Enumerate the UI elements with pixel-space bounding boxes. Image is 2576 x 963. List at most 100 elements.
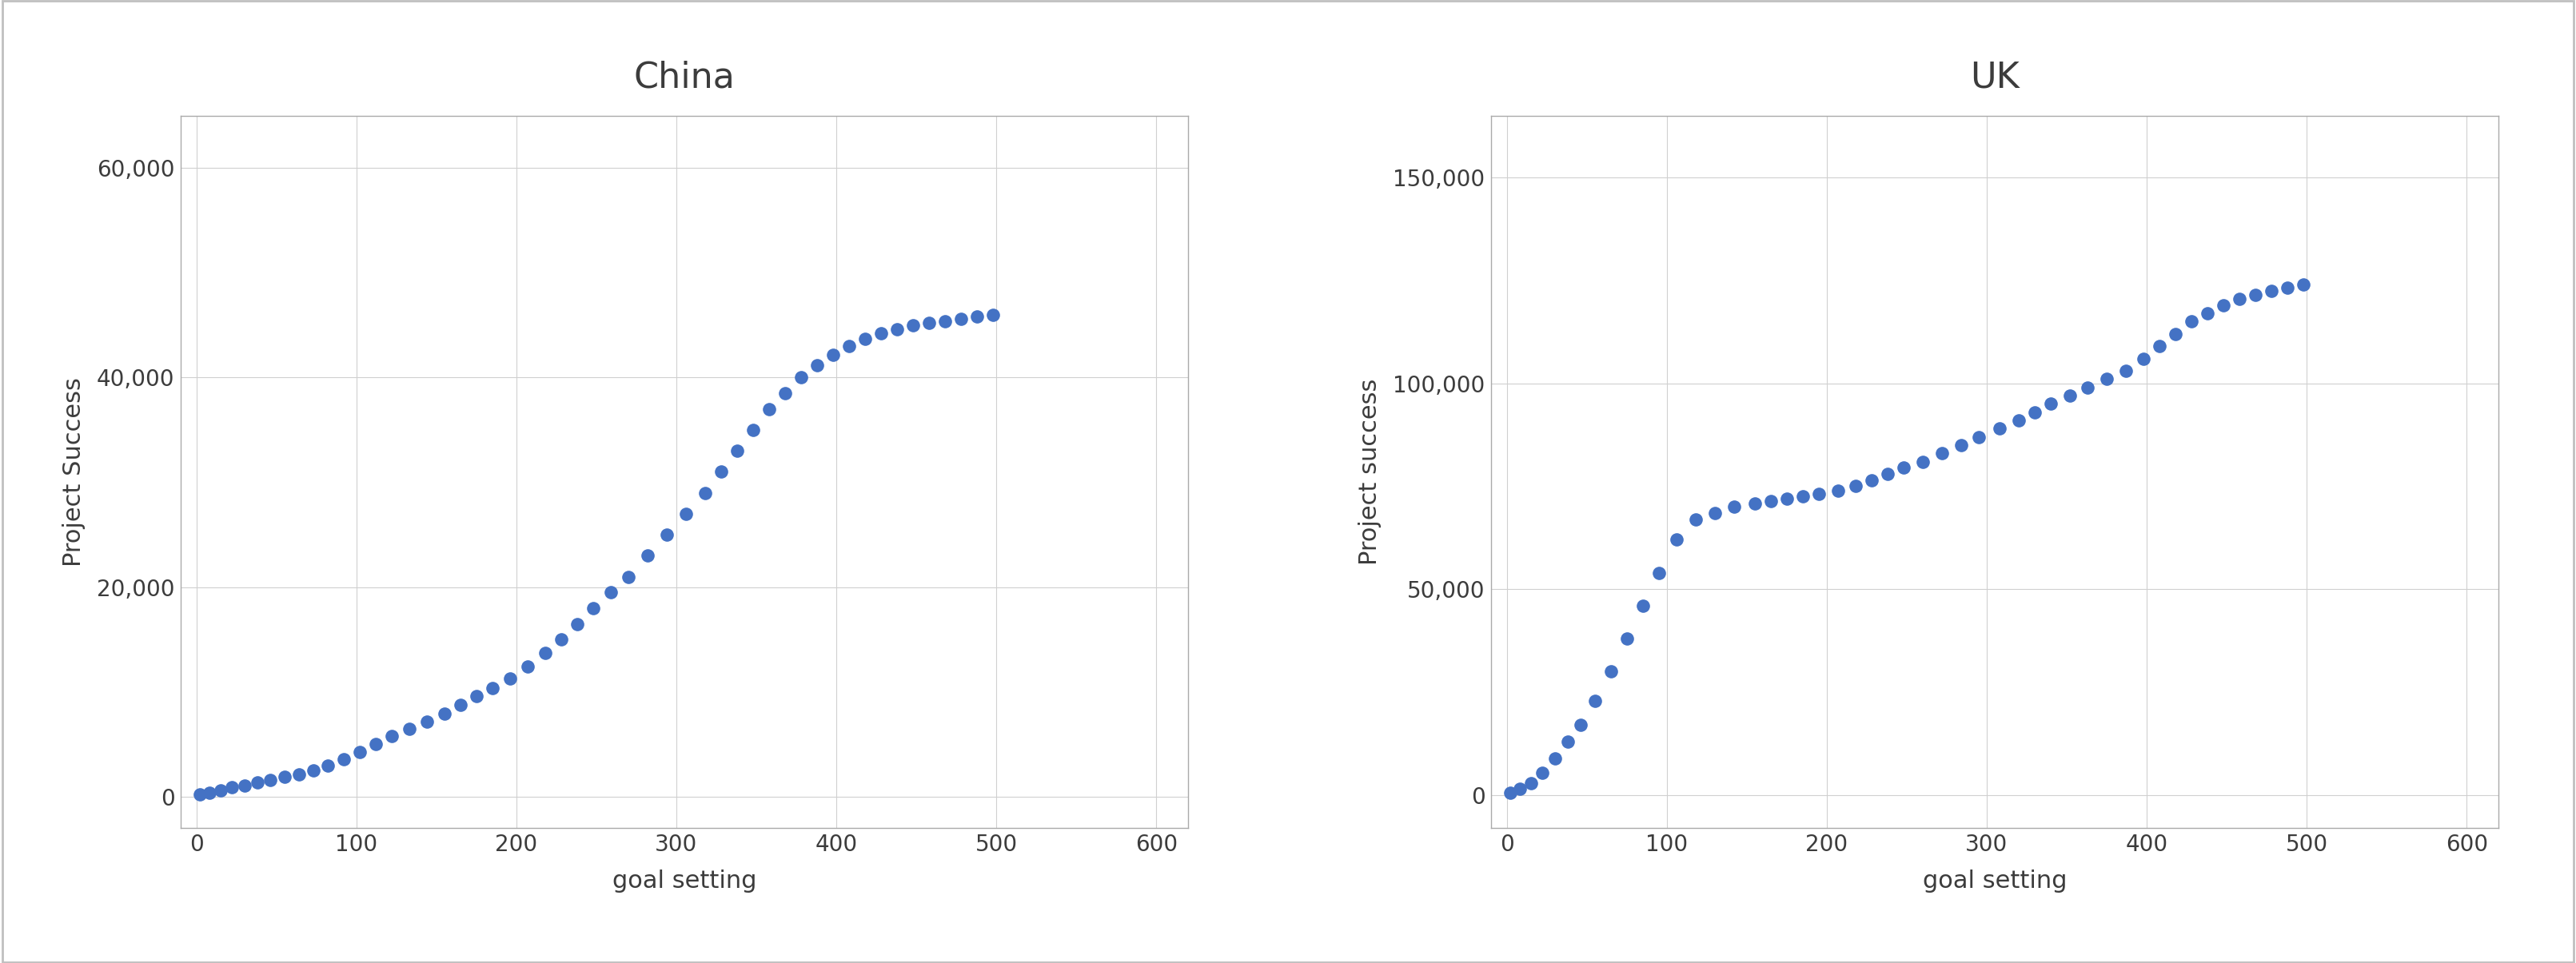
Point [665, 507, 706, 522]
Point [891, 318, 933, 333]
Point [2251, 283, 2293, 299]
Point [2202, 298, 2244, 313]
Point [541, 632, 582, 647]
Point [456, 689, 497, 704]
Point [647, 527, 688, 542]
Point [1558, 717, 1600, 733]
Point [389, 721, 430, 737]
Point [750, 402, 791, 417]
Point [829, 338, 871, 353]
Point [1638, 565, 1680, 581]
Point [1548, 734, 1589, 749]
Point [974, 307, 1015, 323]
Point [1783, 489, 1824, 505]
Point [2267, 280, 2308, 296]
Point [1883, 460, 1924, 476]
Point [201, 783, 242, 798]
Point [1958, 429, 1999, 445]
Point [355, 737, 397, 752]
Point [1999, 413, 2040, 429]
Point [2218, 291, 2259, 306]
Point [1901, 454, 1942, 469]
Point [322, 751, 363, 767]
Point [1798, 486, 1839, 502]
Point [2014, 404, 2056, 420]
Point [340, 744, 381, 760]
Point [2282, 276, 2324, 292]
Point [2105, 363, 2146, 378]
Point [1574, 692, 1615, 708]
Point [1852, 473, 1893, 488]
Point [1695, 506, 1736, 521]
Point [1623, 598, 1664, 613]
Point [1767, 491, 1808, 507]
Point [732, 422, 773, 437]
Point [811, 347, 853, 362]
Y-axis label: Project success: Project success [1358, 378, 1381, 565]
Point [2172, 314, 2213, 329]
Point [1489, 786, 1530, 801]
Point [2236, 287, 2277, 302]
Point [1510, 775, 1551, 791]
X-axis label: goal setting: goal setting [613, 870, 757, 893]
Point [278, 767, 319, 782]
Point [876, 322, 917, 337]
Point [1978, 421, 2020, 436]
Point [909, 315, 951, 330]
Point [796, 357, 837, 373]
Point [1522, 765, 1564, 780]
Title: China: China [634, 61, 734, 95]
Y-axis label: Project Success: Project Success [62, 377, 85, 566]
Point [1656, 533, 1698, 548]
Point [1868, 466, 1909, 482]
Point [2066, 379, 2107, 395]
Point [626, 548, 667, 563]
Title: UK: UK [1971, 61, 2020, 95]
Point [572, 600, 613, 615]
Point [178, 787, 219, 802]
Point [1713, 499, 1754, 514]
Point [440, 697, 482, 713]
Point [2087, 372, 2128, 387]
Point [556, 616, 598, 632]
Point [1734, 496, 1775, 511]
Point [1922, 446, 1963, 461]
Point [1816, 482, 1857, 498]
Point [1674, 511, 1716, 527]
Point [940, 311, 981, 326]
Point [526, 645, 567, 661]
Point [471, 680, 513, 695]
Point [1749, 493, 1790, 508]
Point [263, 769, 304, 785]
Point [608, 569, 649, 585]
Point [1940, 437, 1981, 453]
Point [1834, 479, 1875, 494]
Point [860, 325, 902, 341]
Point [685, 485, 726, 501]
Point [211, 780, 252, 795]
Point [2050, 388, 2092, 403]
Point [307, 758, 348, 773]
Point [956, 309, 997, 325]
Point [422, 706, 464, 721]
Point [407, 714, 448, 729]
Point [765, 385, 806, 401]
Point [188, 785, 229, 800]
Point [2187, 305, 2228, 321]
Point [250, 772, 291, 788]
Point [2156, 326, 2197, 342]
Point [781, 370, 822, 385]
Point [925, 313, 966, 328]
Point [1535, 750, 1577, 766]
X-axis label: goal setting: goal setting [1922, 870, 2066, 893]
Point [1605, 631, 1646, 646]
Point [2138, 339, 2179, 354]
Point [2030, 396, 2071, 411]
Point [507, 659, 549, 674]
Point [1499, 781, 1540, 796]
Point [237, 774, 278, 790]
Point [716, 443, 757, 458]
Point [1589, 664, 1631, 679]
Point [2123, 351, 2164, 366]
Point [590, 585, 631, 600]
